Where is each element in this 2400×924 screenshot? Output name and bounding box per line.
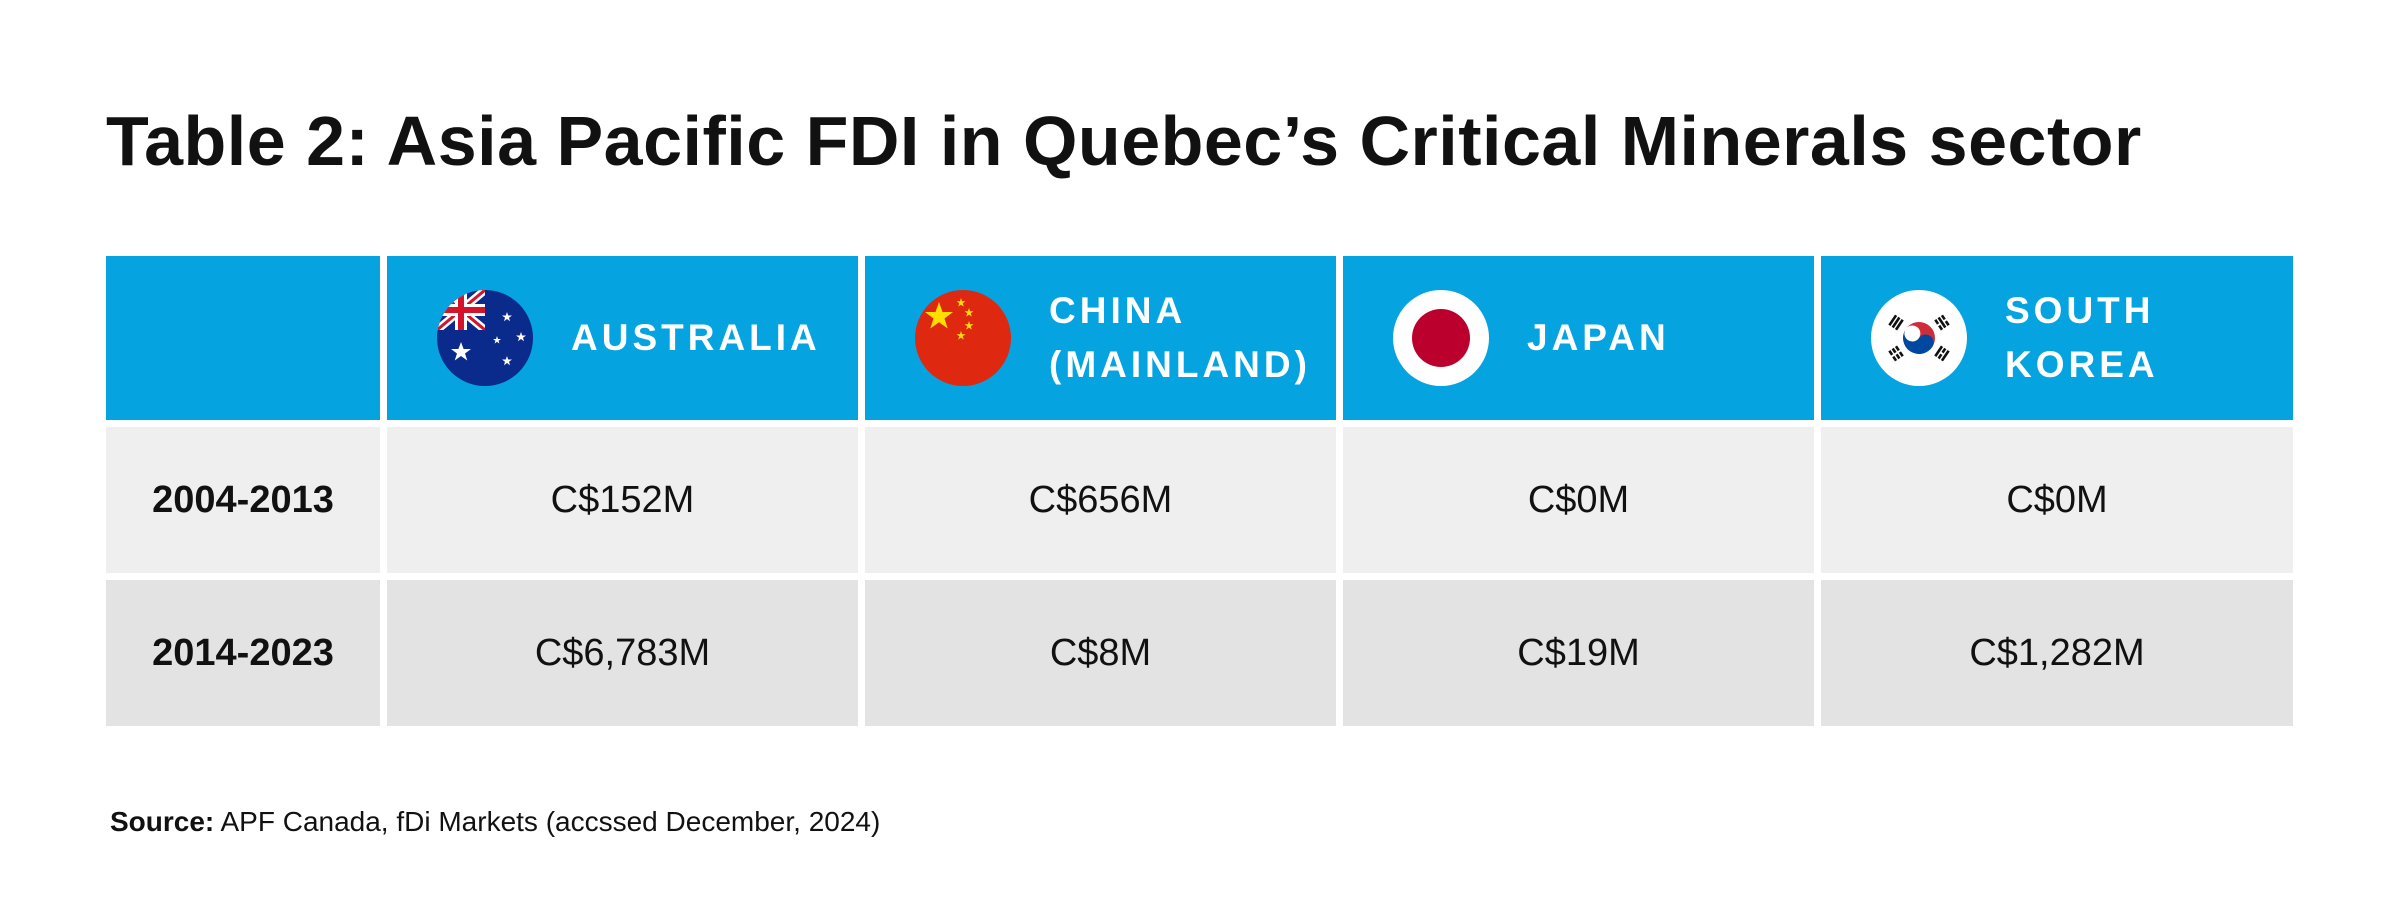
australia-flag-icon [437, 290, 533, 386]
header-japan: JAPAN [1343, 256, 1814, 420]
column-label-china: CHINA (MAINLAND) [1049, 290, 1311, 385]
table-cell: C$8M [865, 580, 1336, 726]
column-label-australia: AUSTRALIA [571, 317, 821, 358]
table-cell: C$1,282M [1821, 580, 2293, 726]
japan-flag-icon [1393, 290, 1489, 386]
page-title: Table 2: Asia Pacific FDI in Quebec’s Cr… [106, 102, 2142, 180]
row-period: 2014-2023 [106, 580, 380, 726]
column-label-south-korea: SOUTH KOREA [2005, 290, 2159, 385]
header-empty-cell [106, 256, 380, 420]
table-cell: C$0M [1821, 427, 2293, 573]
source-note: Source: APF Canada, fDi Markets (accssed… [110, 804, 880, 840]
china-flag-icon [915, 290, 1011, 386]
table-row: 2004-2013 C$152M C$656M C$0M C$0M [106, 427, 2293, 573]
source-label: Source: [110, 806, 215, 837]
fdi-table: AUSTRALIA CHINA (MAINLAND) [99, 249, 2300, 733]
table-header-row: AUSTRALIA CHINA (MAINLAND) [106, 256, 2293, 420]
header-south-korea: SOUTH KOREA [1821, 256, 2293, 420]
row-period: 2004-2013 [106, 427, 380, 573]
south-korea-flag-icon [1871, 290, 1967, 386]
header-australia: AUSTRALIA [387, 256, 858, 420]
table-cell: C$152M [387, 427, 858, 573]
source-text: APF Canada, fDi Markets (accssed Decembe… [214, 806, 881, 837]
table-row: 2014-2023 C$6,783M C$8M C$19M C$1,282M [106, 580, 2293, 726]
table-cell: C$656M [865, 427, 1336, 573]
header-china: CHINA (MAINLAND) [865, 256, 1336, 420]
table-cell: C$0M [1343, 427, 1814, 573]
table-cell: C$6,783M [387, 580, 858, 726]
table-cell: C$19M [1343, 580, 1814, 726]
column-label-japan: JAPAN [1527, 317, 1670, 358]
